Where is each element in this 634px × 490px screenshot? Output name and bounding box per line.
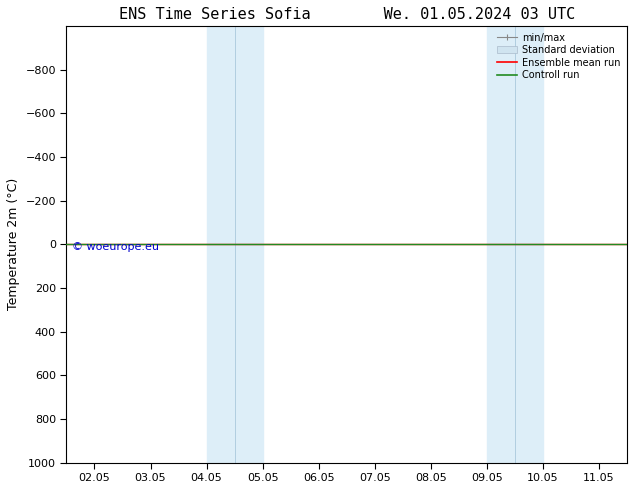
Text: © woeurope.eu: © woeurope.eu xyxy=(72,242,159,252)
Bar xyxy=(487,26,515,463)
Bar xyxy=(235,26,262,463)
Y-axis label: Temperature 2m (°C): Temperature 2m (°C) xyxy=(7,178,20,310)
Legend: min/max, Standard deviation, Ensemble mean run, Controll run: min/max, Standard deviation, Ensemble me… xyxy=(496,31,622,82)
Title: ENS Time Series Sofia        We. 01.05.2024 03 UTC: ENS Time Series Sofia We. 01.05.2024 03 … xyxy=(119,7,575,22)
Bar xyxy=(515,26,543,463)
Bar xyxy=(207,26,235,463)
